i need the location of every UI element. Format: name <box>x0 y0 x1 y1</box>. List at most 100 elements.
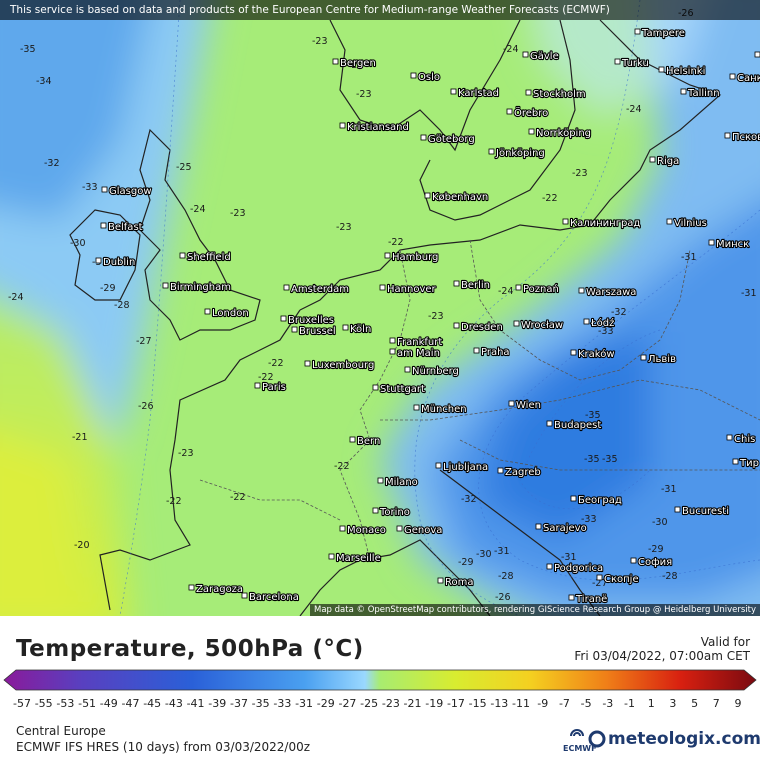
city-label: Frankfurt <box>397 337 442 348</box>
city-label: Bruxelles <box>288 315 334 326</box>
city-label: London <box>212 308 249 319</box>
isotherm-label: -24 <box>626 104 642 115</box>
city-label: Torino <box>379 507 410 518</box>
colorbar-tick-label: -55 <box>35 697 53 710</box>
colorbar-tick-label: -15 <box>469 697 487 710</box>
isotherm-label: -29 <box>648 544 664 555</box>
city-marker <box>630 557 637 564</box>
isotherm-label: -22 <box>166 496 182 507</box>
city-marker <box>583 318 590 325</box>
city-marker <box>522 51 529 58</box>
isotherm-label: -23 <box>572 168 588 179</box>
colorbar-tick-label: -25 <box>360 697 378 710</box>
city-label: Karlstad <box>458 88 499 99</box>
city-marker <box>578 287 585 294</box>
isotherms <box>119 0 760 616</box>
city-label: Hannover <box>387 284 437 295</box>
city-label: Nürnberg <box>412 366 459 377</box>
city-marker <box>332 58 339 65</box>
colorbar-tick-label: -27 <box>338 697 356 710</box>
isotherm-label: -24 <box>498 286 514 297</box>
isotherm-label: -35 <box>602 454 618 465</box>
city-marker <box>450 88 457 95</box>
colorbar-tick-label: -11 <box>512 697 530 710</box>
isotherm-label: -27 <box>592 578 608 589</box>
city-marker <box>328 553 335 560</box>
colorbar-tick-label: 3 <box>669 697 676 710</box>
city-marker <box>658 66 665 73</box>
city-label: Wrocław <box>521 320 563 331</box>
isotherm-label: -23 <box>178 448 194 459</box>
colorbar-tick-label: -31 <box>295 697 313 710</box>
isotherm-label: -31 <box>741 288 757 299</box>
city-marker <box>614 58 621 65</box>
city-marker <box>101 186 108 193</box>
isotherm-label: -29 <box>100 283 116 294</box>
city-marker <box>562 218 569 225</box>
isotherm-label: -20 <box>74 540 90 551</box>
city-label: Oslo <box>418 72 440 83</box>
city-label: Zagreb <box>505 467 541 478</box>
city-label: Београд <box>578 495 622 506</box>
isotherm-label: -28 <box>498 571 514 582</box>
city-label: Budapest <box>554 420 601 431</box>
city-label: Калининград <box>570 218 640 229</box>
isotherm-label: -24 <box>8 292 24 303</box>
city-label: Tampere <box>641 28 685 39</box>
attribution: Map data © OpenStreetMap contributors, r… <box>310 604 760 616</box>
colorbar: -57 -55 -53 -51 -49 -47 -45 -43 -41 -39 -37 -35 -33-… <box>3 669 757 710</box>
colorbar-tick-label: -29 <box>317 697 335 710</box>
city-marker <box>349 436 356 443</box>
colorbar-tick-label: -49 <box>100 697 118 710</box>
colorbar-tick-label: -7 <box>559 697 570 710</box>
isotherm-label: -32 <box>44 158 60 169</box>
isotherm-label: -22 <box>268 358 284 369</box>
colorbar-tick-label: -19 <box>425 697 443 710</box>
city-label: Helsinki <box>666 66 705 77</box>
city-label: Псков <box>732 132 760 143</box>
brand-icon <box>588 730 606 748</box>
model-info: ECMWF IFS HRES (10 days) from 03/03/2022… <box>16 740 311 754</box>
city-label: Tallinn <box>687 88 720 99</box>
city-marker <box>570 495 577 502</box>
valid-time: Fri 03/04/2022, 07:00am CET <box>574 649 750 663</box>
city-marker <box>528 128 535 135</box>
isotherm-label: -35 <box>20 44 36 55</box>
city-label: Zaragoza <box>196 584 243 595</box>
isotherm-label: -31 <box>561 552 577 563</box>
city-marker <box>497 467 504 474</box>
city-marker <box>404 366 411 373</box>
city-label: Gävle <box>530 51 559 62</box>
city-marker <box>437 577 444 584</box>
colorbar-scale <box>3 669 757 691</box>
colorbar-tick-label: -57 <box>13 697 31 710</box>
notice-banner: This service is based on data and produc… <box>0 0 760 20</box>
city-label: Tiranë <box>575 594 607 605</box>
city-marker <box>488 148 495 155</box>
isotherm-label: -27 <box>136 336 152 347</box>
isotherm-label: -23 <box>336 222 352 233</box>
colorbar-tick-label: -33 <box>273 697 291 710</box>
isotherm-label: -33 <box>598 326 614 337</box>
isotherm-label: -35 <box>584 454 600 465</box>
city-label: Kraków <box>578 348 615 360</box>
colorbar-tick-label: -43 <box>165 697 183 710</box>
city-label: Marseille <box>336 553 381 564</box>
city-label: Luxembourg <box>312 360 374 371</box>
isotherm-label: -30 <box>652 517 668 528</box>
isotherm-label: -24 <box>348 60 364 71</box>
map: -35-34-32-33-25-24-23-30-31-29-28-27-24-… <box>0 0 760 616</box>
city-marker <box>283 284 290 291</box>
colorbar-tick-label: -47 <box>122 697 140 710</box>
city-label: Birmingham <box>170 282 231 293</box>
city-marker <box>508 400 515 407</box>
isotherm-label: -31 <box>494 546 510 557</box>
city-label: Barcelona <box>249 592 299 603</box>
city-label: Dresden <box>461 322 503 333</box>
city-marker <box>666 218 673 225</box>
city-marker <box>204 308 211 315</box>
city-marker <box>100 222 107 229</box>
city-marker <box>535 523 542 530</box>
isotherm-label: -29 <box>458 557 474 568</box>
city-marker <box>640 354 647 361</box>
